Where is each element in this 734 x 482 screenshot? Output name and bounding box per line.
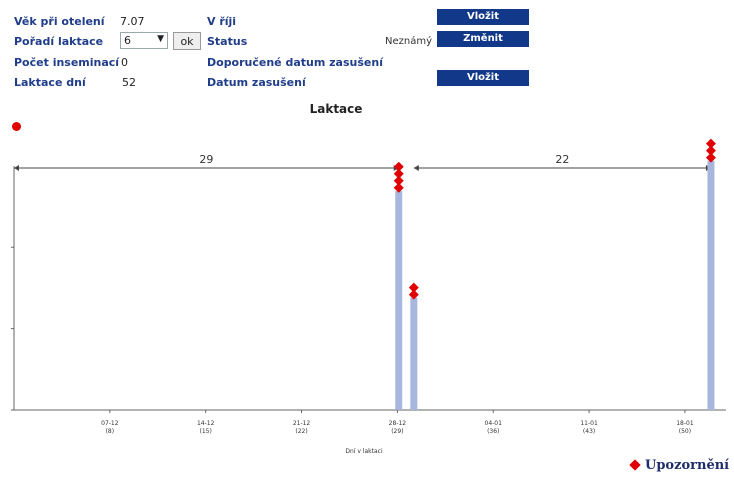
legend: Upozornění [629, 458, 730, 473]
bar-0 [395, 190, 403, 410]
bar-2 [707, 160, 715, 410]
warning-marker-0-2 [393, 168, 404, 179]
x-tick-date-0: 07-12 [101, 420, 119, 427]
inseminaci-label: Počet inseminací [14, 56, 120, 69]
inseminaci-value: 0 [121, 56, 128, 69]
x-tick-day-3: (29) [391, 428, 403, 435]
x-tick-date-2: 21-12 [293, 420, 311, 427]
status-label: Status [207, 35, 248, 48]
vlozit-rije-button[interactable]: Vložit [437, 9, 529, 25]
x-tick-date-1: 14-12 [197, 420, 215, 427]
doporucene-label: Doporučené datum zasušení [207, 56, 383, 69]
ok-button[interactable]: ok [173, 32, 201, 50]
warning-marker-1-0 [408, 289, 419, 300]
x-tick-day-6: (50) [679, 428, 691, 435]
interval-arrow-start-0 [14, 165, 19, 171]
x-tick-date-3: 28-12 [389, 420, 407, 427]
laktace-dni-label: Laktace dní [14, 76, 86, 89]
x-tick-day-5: (43) [583, 428, 595, 435]
warning-marker-0-3 [393, 161, 404, 172]
top-warning-marker [12, 122, 21, 131]
x-tick-date-4: 04-01 [485, 420, 503, 427]
warning-marker-2-1 [705, 145, 716, 156]
chart-title: Laktace [310, 102, 363, 116]
x-tick-date-6: 18-01 [676, 420, 694, 427]
datum-zasuseni-label: Datum zasušení [207, 76, 306, 89]
laktace-dni-value: 52 [122, 76, 136, 89]
poradi-label: Pořadí laktace [14, 35, 104, 48]
x-tick-day-4: (36) [487, 428, 499, 435]
v-fiji-label: V říji [207, 15, 237, 28]
vek-label: Věk při otelení [14, 15, 105, 28]
interval-arrow-start-1 [413, 165, 419, 171]
vlozit-zasuseni-button[interactable]: Vložit [437, 70, 529, 86]
x-tick-day-0: (8) [106, 428, 115, 435]
warning-marker-1-1 [408, 282, 419, 293]
diamond-marker-icon [629, 459, 641, 471]
x-axis-label: Dní v laktaci [345, 448, 383, 455]
chevron-down-icon: ▼ [157, 34, 164, 44]
x-tick-day-2: (22) [295, 428, 307, 435]
warning-marker-0-1 [393, 175, 404, 186]
bar-1 [410, 297, 418, 410]
legend-label: Upozornění [645, 458, 730, 473]
poradi-select[interactable]: 6 ▼ [120, 32, 168, 49]
x-tick-date-5: 11-01 [580, 420, 598, 427]
lactation-chart: Laktace 29 22 07-12(8) 14-12(15) 21-12(22) 28… [11, 102, 726, 455]
interval-label-1: 22 [555, 153, 569, 166]
poradi-select-value: 6 [124, 34, 131, 47]
zmenit-status-button[interactable]: Změnit [437, 31, 529, 47]
vek-value: 7.07 [120, 15, 145, 28]
warning-marker-2-2 [705, 138, 716, 149]
interval-label-0: 29 [199, 153, 213, 166]
warning-marker-2-0 [705, 152, 716, 163]
x-tick-day-1: (15) [200, 428, 212, 435]
warning-marker-0-0 [393, 182, 404, 193]
status-value: Neznámý [385, 36, 433, 47]
